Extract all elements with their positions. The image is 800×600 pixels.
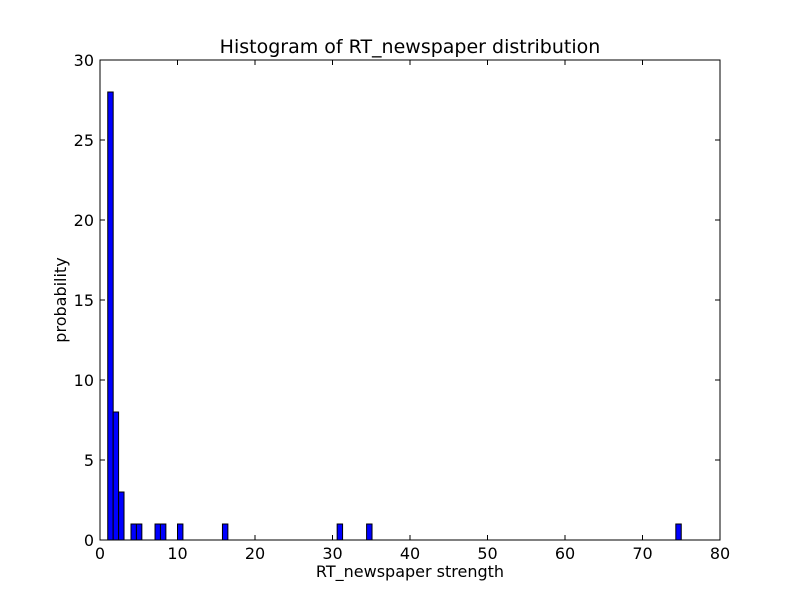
y-tick-label-2: 10 <box>74 371 94 390</box>
x-tick-label-6: 60 <box>555 544 575 563</box>
histogram-bar-10 <box>366 523 373 541</box>
histogram-bar-4 <box>135 523 143 541</box>
histogram-bar-2 <box>118 491 125 541</box>
histogram-bar-0 <box>107 91 114 541</box>
plot-frame <box>99 59 721 541</box>
x-tick-label-1: 10 <box>167 544 187 563</box>
y-tick-label-6: 30 <box>74 51 94 70</box>
y-tick-label-4: 20 <box>74 211 94 230</box>
histogram-bar-6 <box>159 523 167 541</box>
histogram-bar-5 <box>154 523 161 541</box>
histogram-bar-8 <box>221 523 229 541</box>
x-tick-label-0: 0 <box>95 544 105 563</box>
histogram-bar-11 <box>675 523 682 541</box>
x-tick-label-2: 20 <box>245 544 265 563</box>
histogram-bar-7 <box>177 523 184 541</box>
ticks-group: 0 10 20 30 40 50 60 70 80 0 5 10 15 20 25 30 <box>74 51 731 563</box>
x-tick-label-8: 80 <box>710 544 730 563</box>
x-tick-label-4: 40 <box>400 544 420 563</box>
histogram-bar-3 <box>130 523 137 541</box>
x-tick-label-5: 50 <box>477 544 497 563</box>
y-tick-label-1: 5 <box>84 451 94 470</box>
x-tick-label-3: 30 <box>322 544 342 563</box>
chart-title: Histogram of RT_newspaper distribution <box>220 36 601 58</box>
x-tick-label-7: 70 <box>632 544 652 563</box>
y-tick-label-0: 0 <box>84 531 94 550</box>
histogram-bar-9 <box>336 523 344 541</box>
y-axis-label: probability <box>51 257 70 342</box>
y-tick-label-5: 25 <box>74 131 94 150</box>
y-tick-label-3: 15 <box>74 291 94 310</box>
histogram-bar-1 <box>112 411 120 541</box>
x-axis-label: RT_newspaper strength <box>316 562 504 582</box>
